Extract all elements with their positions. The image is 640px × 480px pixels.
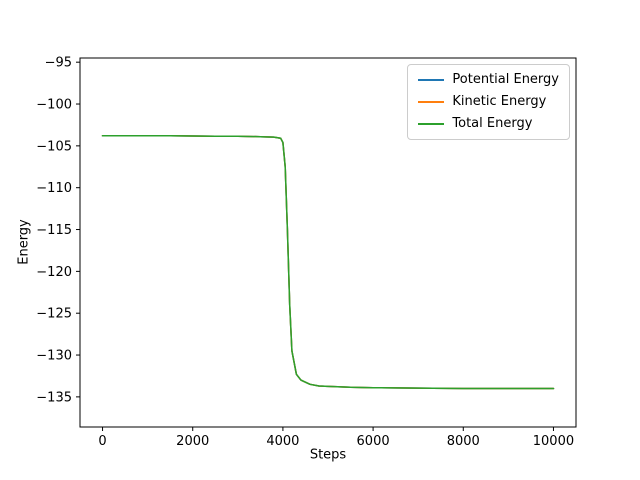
kinetic-energy-line xyxy=(101,135,555,390)
y-axis-label: Energy xyxy=(16,219,32,265)
potential-energy-line xyxy=(101,135,555,390)
legend-item-label: Potential Energy xyxy=(452,72,559,87)
legend-item-label: Total Energy xyxy=(452,116,533,131)
x-tick-label: 10000 xyxy=(533,434,574,449)
legend-item-label: Kinetic Energy xyxy=(452,94,547,109)
y-tick-label: −115 xyxy=(36,223,72,238)
legend-line-sample xyxy=(418,79,445,81)
legend: Potential Energy Kinetic Energy Total Ener… xyxy=(407,64,570,140)
legend-item: Kinetic Energy xyxy=(418,94,559,110)
y-tick-label: −105 xyxy=(36,139,72,154)
y-tick-label: −130 xyxy=(36,349,72,364)
y-tick-label: −135 xyxy=(36,390,72,405)
y-tick-label: −100 xyxy=(36,98,72,113)
y-tick-label: −120 xyxy=(36,265,72,280)
axes-frame xyxy=(79,57,577,428)
x-tick-label: 8000 xyxy=(447,434,480,449)
x-axis-label: Steps xyxy=(309,447,347,463)
y-tick-label: −125 xyxy=(36,307,72,322)
legend-item: Total Energy xyxy=(418,116,559,132)
total-energy-line xyxy=(101,135,555,390)
y-tick-label: −95 xyxy=(45,56,72,71)
legend-line-sample xyxy=(418,101,445,103)
x-tick-label: 6000 xyxy=(357,434,390,449)
x-tick-label: 0 xyxy=(98,434,106,449)
legend-item: Potential Energy xyxy=(418,72,559,88)
y-tick-label: −110 xyxy=(36,181,72,196)
x-tick-label: 2000 xyxy=(176,434,209,449)
legend-line-sample xyxy=(418,123,445,125)
x-tick-label: 4000 xyxy=(266,434,299,449)
